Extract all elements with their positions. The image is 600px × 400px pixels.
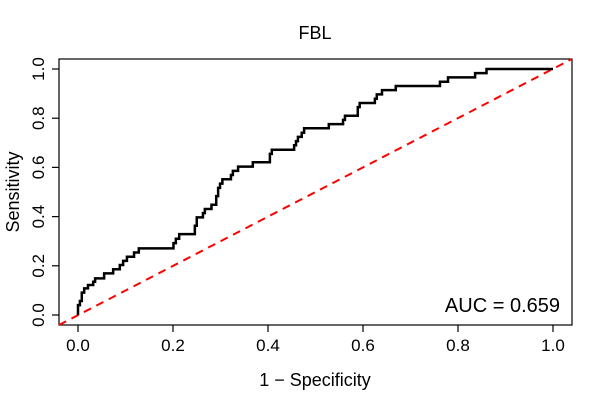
y-axis-label: Sensitivity: [3, 151, 23, 232]
x-axis-ticks: [77, 325, 554, 332]
x-axis-label: 1 − Specificity: [259, 370, 371, 390]
x-axis-tick-labels: 0.0 0.2 0.4 0.6 0.8 1.0: [66, 336, 565, 355]
y-tick-label: 0.8: [29, 106, 48, 130]
x-tick-label: 0.4: [256, 336, 280, 355]
x-tick-label: 1.0: [541, 336, 565, 355]
x-tick-label: 0.2: [161, 336, 185, 355]
x-tick-label: 0.8: [446, 336, 470, 355]
x-tick-label: 0.0: [66, 336, 90, 355]
x-tick-label: 0.6: [351, 336, 375, 355]
y-tick-label: 0.4: [29, 205, 48, 229]
y-tick-label: 0.0: [29, 303, 48, 327]
y-tick-label: 0.2: [29, 254, 48, 278]
plot-box-border: [58, 58, 573, 326]
plot-title: FBL: [298, 23, 331, 43]
y-axis-tick-labels: 0.0 0.2 0.4 0.6 0.8 1.0: [29, 57, 48, 327]
chance-diagonal-line: [58, 58, 573, 326]
y-tick-label: 1.0: [29, 57, 48, 81]
auc-annotation: AUC = 0.659: [445, 295, 560, 317]
roc-curve-line: [76, 67, 553, 315]
y-axis-ticks: [52, 68, 59, 316]
y-tick-label: 0.6: [29, 156, 48, 180]
